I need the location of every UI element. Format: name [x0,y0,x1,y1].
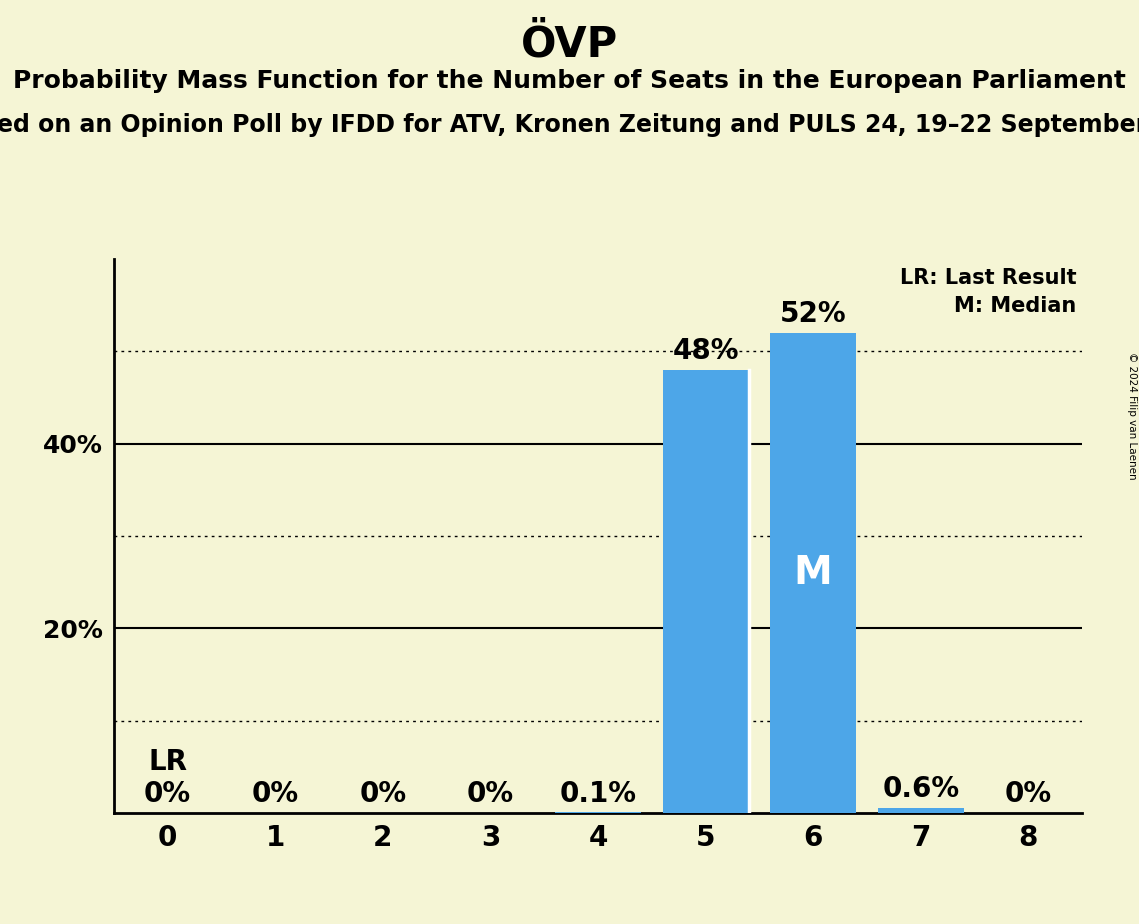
Text: based on an Opinion Poll by IFDD for ATV, Kronen Zeitung and PULS 24, 19–22 Sept: based on an Opinion Poll by IFDD for ATV… [0,113,1139,137]
Text: M: Median: M: Median [954,296,1076,316]
Text: © 2024 Filip van Laenen: © 2024 Filip van Laenen [1126,352,1137,480]
Text: Probability Mass Function for the Number of Seats in the European Parliament: Probability Mass Function for the Number… [13,69,1126,93]
Text: ÖVP: ÖVP [521,23,618,65]
Text: M: M [794,553,833,592]
Text: 0%: 0% [145,781,191,808]
Bar [663,370,748,813]
Text: 0%: 0% [359,781,407,808]
Text: 0%: 0% [467,781,514,808]
Text: 48%: 48% [672,337,739,365]
Bar [878,808,964,813]
Text: 52%: 52% [780,300,846,328]
Text: LR: LR [148,748,187,776]
Text: 0.6%: 0.6% [882,775,959,803]
Bar [555,812,641,813]
Text: 0%: 0% [252,781,298,808]
Text: 0.1%: 0.1% [559,780,637,808]
Text: LR: Last Result: LR: Last Result [900,268,1076,288]
Bar [770,333,857,813]
Text: 0%: 0% [1005,781,1051,808]
